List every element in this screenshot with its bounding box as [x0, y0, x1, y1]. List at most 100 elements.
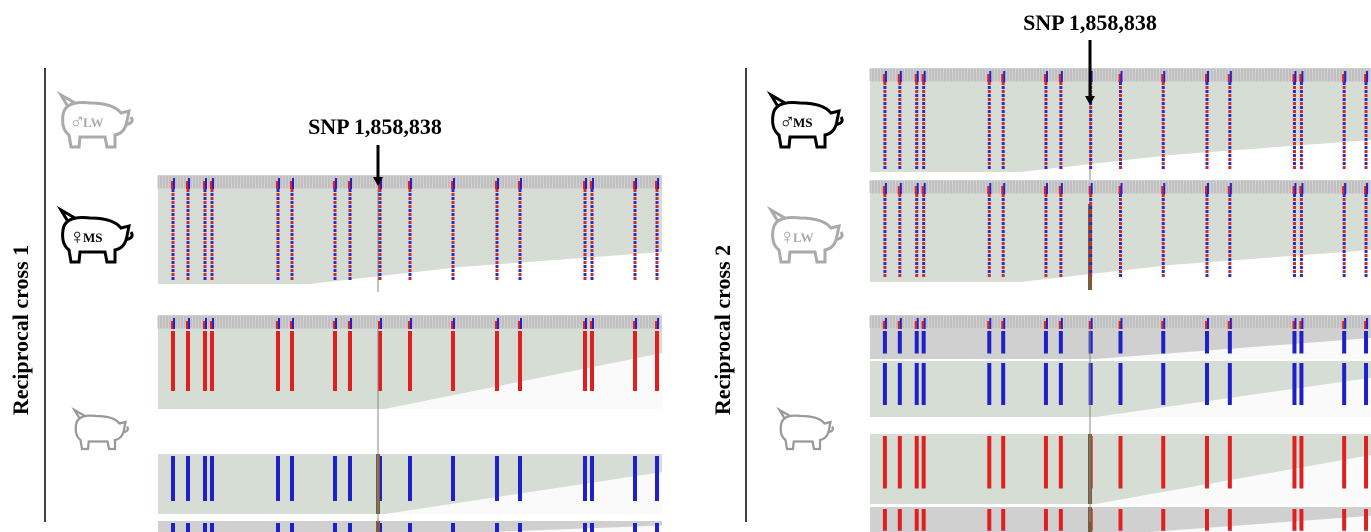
variant: [1089, 331, 1093, 354]
variant: [1044, 162, 1047, 165]
variant: [1002, 262, 1005, 265]
variant: [452, 261, 455, 264]
variant: [883, 122, 886, 125]
header-snp: [1121, 183, 1123, 194]
variant: [1293, 130, 1296, 133]
pig-breed: MS: [83, 230, 103, 245]
variant: [1205, 198, 1208, 201]
variant: [519, 277, 522, 280]
variant: [922, 106, 925, 109]
variant: [1343, 106, 1346, 109]
variant: [1205, 214, 1208, 217]
variant: [1002, 114, 1005, 117]
variant: [584, 201, 587, 204]
variant: [922, 154, 925, 157]
variant: [409, 265, 412, 268]
variant: [1228, 106, 1231, 109]
header-snp: [203, 321, 205, 329]
variant: [634, 189, 637, 192]
variant: [519, 197, 522, 200]
variant: [1162, 230, 1165, 233]
header-snp: [1003, 318, 1005, 329]
variant: [1059, 254, 1062, 257]
variant: [518, 456, 522, 501]
variant: [634, 261, 637, 264]
variant: [204, 209, 207, 212]
variant: [1343, 210, 1346, 213]
variant: [276, 456, 280, 501]
variant: [1162, 258, 1165, 261]
variant: [1228, 126, 1231, 129]
variant: [591, 209, 594, 212]
variant: [333, 523, 337, 532]
variant: [1300, 270, 1303, 273]
variant: [584, 237, 587, 240]
variant: [898, 270, 901, 273]
variant: [519, 245, 522, 248]
header-snp: [635, 318, 637, 329]
variant: [1089, 110, 1092, 113]
variant: [1365, 206, 1368, 209]
variant: [915, 250, 918, 253]
variant: [1228, 242, 1231, 245]
variant: [922, 218, 925, 221]
variant: [172, 225, 175, 228]
variant: [379, 233, 382, 236]
variant: [211, 221, 214, 224]
variant: [496, 229, 499, 232]
variant: [277, 201, 280, 204]
variant: [348, 331, 352, 391]
variant: [898, 150, 901, 153]
variant: [1300, 82, 1303, 85]
variant: [1365, 238, 1368, 241]
variant: [452, 273, 455, 276]
variant: [922, 86, 925, 89]
variant: [1119, 98, 1122, 101]
variant: [1119, 206, 1122, 209]
variant: [591, 241, 594, 244]
header-snp: [1119, 321, 1121, 329]
variant: [1293, 270, 1296, 273]
header-snp: [883, 74, 885, 82]
variant: [922, 509, 926, 531]
variant: [1044, 194, 1047, 197]
variant: [1002, 230, 1005, 233]
variant: [211, 189, 214, 192]
variant: [1300, 194, 1303, 197]
variant: [1119, 126, 1122, 129]
variant: [915, 206, 918, 209]
variant: [922, 138, 925, 141]
variant: [883, 146, 886, 149]
variant: [1365, 126, 1368, 129]
variant: [204, 205, 207, 208]
variant: [1228, 98, 1231, 101]
variant: [1162, 154, 1165, 157]
variant: [1205, 218, 1208, 221]
header-snp: [1205, 186, 1207, 194]
variant: [291, 253, 294, 256]
snp-column: [376, 521, 380, 532]
variant: [988, 238, 991, 241]
variant: [656, 253, 659, 256]
variant: [1300, 146, 1303, 149]
variant: [291, 269, 294, 272]
variant: [291, 221, 294, 224]
header-snp: [1301, 71, 1303, 82]
variant: [1002, 102, 1005, 105]
variant: [519, 269, 522, 272]
variant: [290, 331, 294, 391]
variant: [1002, 210, 1005, 213]
variant: [334, 221, 337, 224]
variant: [1300, 158, 1303, 161]
variant: [1300, 122, 1303, 125]
variant: [1293, 150, 1296, 153]
header-snp: [900, 183, 902, 194]
variant: [1205, 166, 1208, 169]
variant: [1044, 158, 1047, 161]
variant: [172, 197, 175, 200]
variant: [1343, 142, 1346, 145]
variant: [1162, 246, 1165, 249]
variant: [584, 249, 587, 252]
header-snp: [1364, 74, 1366, 82]
header-snp: [518, 181, 520, 189]
